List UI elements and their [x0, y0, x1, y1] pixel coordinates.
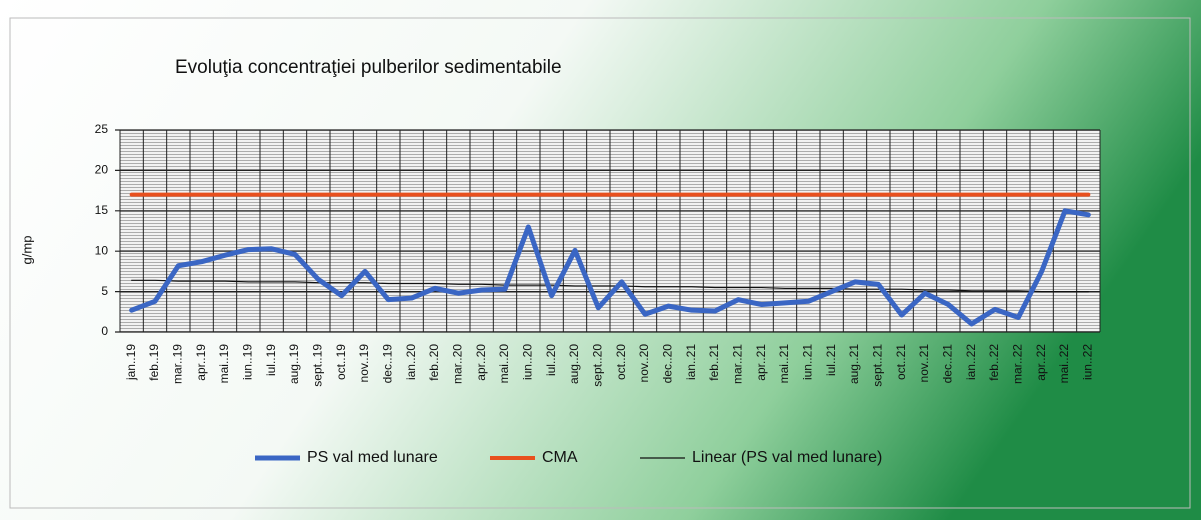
x-tick-label: mar..22 — [1011, 344, 1025, 384]
x-tick-label: mai..21 — [777, 344, 791, 384]
y-tick-label: 5 — [101, 284, 108, 298]
x-tick-label: mai..19 — [217, 344, 231, 384]
x-tick-label: mar..19 — [171, 344, 185, 384]
x-tick-label: feb..19 — [147, 344, 161, 381]
x-tick-label: nov..19 — [357, 344, 371, 383]
x-tick-label: mar..20 — [451, 344, 465, 384]
x-tick-label: iul..20 — [544, 344, 558, 376]
x-tick-label: sept..20 — [591, 344, 605, 387]
x-tick-label: apr..19 — [194, 344, 208, 381]
x-tick-label: ian..22 — [964, 344, 978, 380]
x-tick-label: aug..21 — [847, 344, 861, 384]
x-tick-label: dec..20 — [661, 344, 675, 384]
line-series — [131, 279, 1089, 293]
x-tick-label: aug..19 — [287, 344, 301, 384]
y-tick-label: 15 — [95, 203, 109, 217]
x-tick-label: mai..22 — [1057, 344, 1071, 384]
x-tick-label: apr..21 — [754, 344, 768, 381]
x-tick-label: feb..22 — [987, 344, 1001, 381]
x-tick-label: iun..20 — [521, 344, 535, 380]
x-tick-label: nov..21 — [917, 344, 931, 383]
frame — [9, 17, 1191, 509]
x-tick-label: apr..20 — [474, 344, 488, 381]
y-axis-label: g/mp — [19, 236, 34, 265]
x-tick-label: iun..21 — [801, 344, 815, 380]
x-tick-label: jan..19 — [124, 344, 138, 381]
legend-label: Linear (PS val med lunare) — [692, 449, 882, 466]
x-tick-label: mar..21 — [731, 344, 745, 384]
legend-label: PS val med lunare — [307, 449, 438, 466]
x-tick-label: apr..22 — [1034, 344, 1048, 381]
x-tick-label: ian..21 — [684, 344, 698, 380]
x-tick-label: mai..20 — [497, 344, 511, 384]
y-tick-label: 0 — [101, 324, 108, 338]
legend-label: CMA — [542, 449, 578, 466]
y-tick-label: 20 — [95, 163, 109, 177]
x-tick-label: oct..21 — [894, 344, 908, 380]
x-tick-label: sept..21 — [871, 344, 885, 387]
x-tick-label: sept..19 — [311, 344, 325, 387]
x-tick-label: iun..19 — [241, 344, 255, 380]
chart-title: Evoluţia concentraţiei pulberilor sedime… — [175, 57, 562, 78]
x-tick-label: aug..20 — [567, 344, 581, 384]
x-tick-label: dec..21 — [941, 344, 955, 384]
y-tick-label: 10 — [95, 243, 109, 257]
line-series — [129, 208, 1091, 327]
x-tick-label: ian..20 — [404, 344, 418, 380]
x-tick-label: feb..21 — [707, 344, 721, 381]
x-tick-label: feb..20 — [427, 344, 441, 381]
x-tick-label: oct..20 — [614, 344, 628, 380]
x-tick-label: oct..19 — [334, 344, 348, 380]
x-tick-label: nov..20 — [637, 344, 651, 383]
x-tick-label: iun..22 — [1081, 344, 1095, 380]
y-tick-label: 25 — [95, 122, 109, 136]
x-tick-label: iul..19 — [264, 344, 278, 376]
x-tick-label: dec..19 — [381, 344, 395, 384]
x-tick-label: iul..21 — [824, 344, 838, 376]
